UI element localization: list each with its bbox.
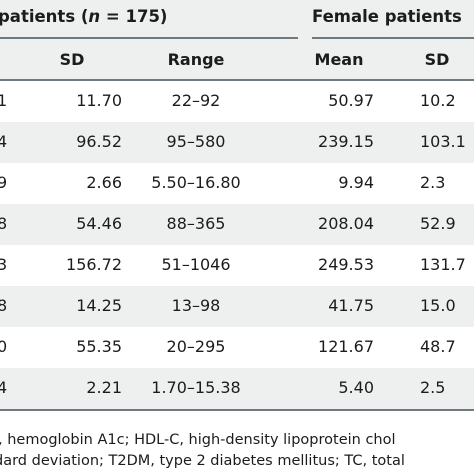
cell-male-sd: 2.66 <box>86 173 122 192</box>
cell-male-sd: 55.35 <box>76 337 122 356</box>
cell-cut-value: 3 <box>0 255 8 274</box>
table-row <box>0 81 474 122</box>
cell-female-mean: 41.75 <box>328 296 374 315</box>
cell-female-mean: 9.94 <box>338 173 374 192</box>
cell-male-range: 5.50–16.80 <box>151 173 241 192</box>
cell-female-sd: 2.5 <box>420 378 446 397</box>
cell-cut-value: 4 <box>0 132 8 151</box>
col-header-female-sd: SD <box>424 50 450 69</box>
group-header-row <box>0 0 474 40</box>
cell-female-sd: 10.2 <box>420 91 456 110</box>
cell-male-range: 20–295 <box>166 337 226 356</box>
table-row <box>0 327 474 368</box>
female-group-rule <box>312 37 474 39</box>
cell-male-sd: 11.70 <box>76 91 122 110</box>
header-bottom-rule <box>0 79 474 81</box>
footnote-line-1: , hemoglobin A1c; HDL-C, high-density li… <box>0 432 396 448</box>
cell-female-mean: 239.15 <box>318 132 374 151</box>
cell-female-mean: 121.67 <box>318 337 374 356</box>
footnote-line-2: dard deviation; T2DM, type 2 diabetes me… <box>0 453 405 469</box>
cell-female-sd: 52.9 <box>420 214 456 233</box>
col-header-range: Range <box>167 50 225 69</box>
cell-cut-value: 0 <box>0 337 8 356</box>
cell-female-sd: 48.7 <box>420 337 456 356</box>
cell-female-mean: 5.40 <box>338 378 374 397</box>
cell-male-sd: 96.52 <box>76 132 122 151</box>
cell-female-sd: 131.7 <box>420 255 466 274</box>
cell-female-sd: 15.0 <box>420 296 456 315</box>
cell-male-sd: 54.46 <box>76 214 122 233</box>
table-row <box>0 122 474 163</box>
cell-cut-value: 9 <box>0 173 8 192</box>
cell-male-range: 22–92 <box>171 91 221 110</box>
cell-female-mean: 50.97 <box>328 91 374 110</box>
cell-male-range: 88–365 <box>166 214 226 233</box>
cell-female-mean: 249.53 <box>318 255 374 274</box>
cell-cut-value: 1 <box>0 91 8 110</box>
cell-female-sd: 2.3 <box>420 173 446 192</box>
cell-male-range: 95–580 <box>166 132 226 151</box>
male-group-rule <box>0 37 298 39</box>
cell-male-range: 1.70–15.38 <box>151 378 241 397</box>
cell-male-sd: 156.72 <box>66 255 122 274</box>
table-row <box>0 286 474 327</box>
cell-female-mean: 208.04 <box>318 214 374 233</box>
cell-male-range: 13–98 <box>171 296 221 315</box>
col-header-female-mean: Mean <box>314 50 364 69</box>
table-row <box>0 204 474 245</box>
col-header-male-sd: SD <box>59 50 85 69</box>
cell-cut-value: 8 <box>0 296 8 315</box>
column-header-row <box>0 40 474 80</box>
table-row <box>0 368 474 409</box>
cell-cut-value: 8 <box>0 214 8 233</box>
male-patients-header: patients (n = 175) <box>0 7 168 26</box>
female-patients-header: Female patients <box>312 7 462 26</box>
table-bottom-rule <box>0 409 474 411</box>
cell-male-range: 51–1046 <box>161 255 231 274</box>
cell-male-sd: 14.25 <box>76 296 122 315</box>
cell-male-sd: 2.21 <box>86 378 122 397</box>
cell-female-sd: 103.1 <box>420 132 466 151</box>
cell-cut-value: 4 <box>0 378 8 397</box>
